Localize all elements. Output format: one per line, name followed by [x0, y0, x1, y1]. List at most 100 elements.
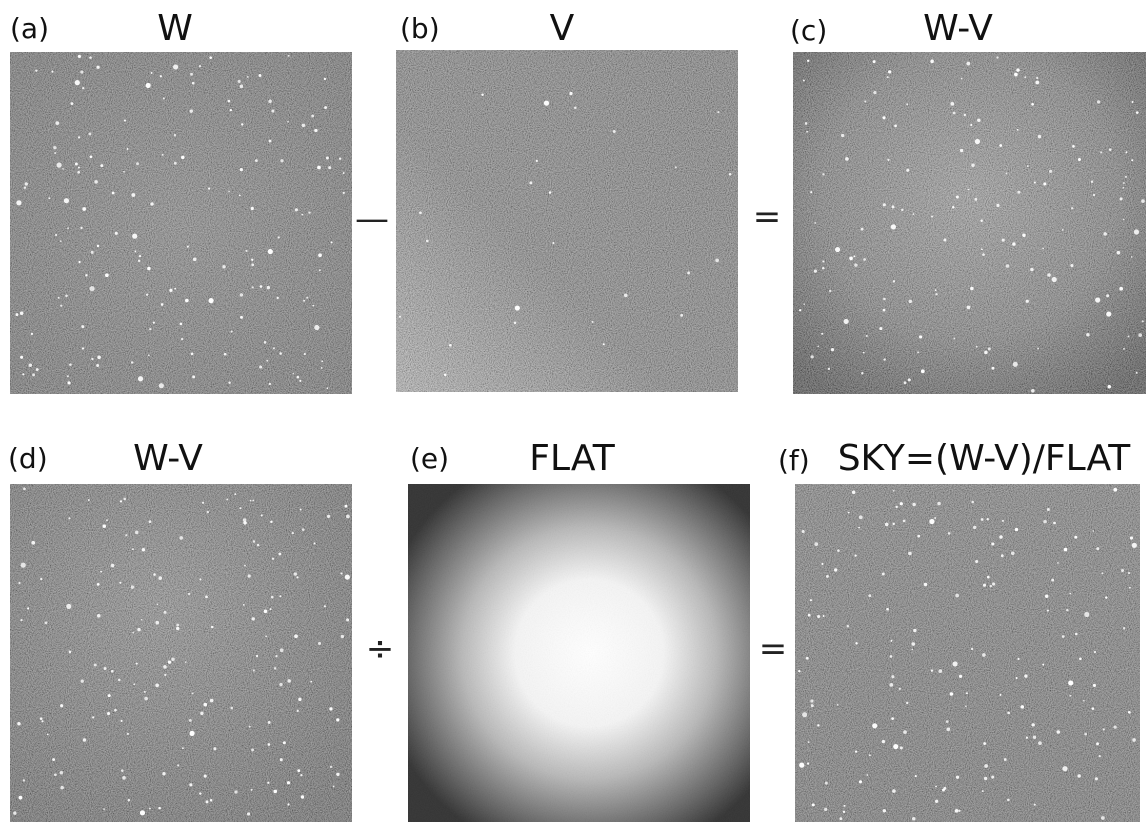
star — [1078, 158, 1081, 161]
star — [228, 382, 230, 384]
star — [324, 605, 326, 607]
star — [960, 149, 963, 152]
star — [180, 323, 183, 326]
star — [103, 524, 106, 527]
star — [35, 70, 37, 72]
star — [903, 520, 906, 523]
star — [317, 166, 321, 170]
star — [287, 679, 291, 683]
star — [806, 131, 808, 133]
star — [345, 574, 350, 579]
star — [912, 503, 915, 506]
star — [802, 712, 807, 717]
star — [132, 234, 137, 239]
star — [1068, 680, 1073, 685]
star — [1092, 530, 1094, 532]
star — [1092, 707, 1095, 710]
star — [141, 619, 143, 621]
star — [1038, 741, 1042, 745]
star — [266, 360, 268, 362]
star — [190, 73, 193, 76]
star — [252, 617, 255, 620]
star — [96, 66, 99, 69]
star — [142, 548, 145, 551]
star — [935, 289, 937, 291]
star — [330, 766, 332, 768]
star — [312, 305, 314, 307]
star — [78, 167, 80, 169]
star — [158, 807, 161, 810]
star — [982, 790, 984, 792]
star — [280, 648, 284, 652]
star — [935, 293, 937, 295]
star — [199, 578, 201, 580]
star — [803, 80, 805, 82]
star — [808, 741, 810, 743]
star — [92, 716, 94, 718]
star — [1026, 300, 1029, 303]
star — [1134, 229, 1139, 234]
star — [906, 169, 909, 172]
star — [956, 196, 959, 199]
star — [52, 758, 55, 761]
star — [1042, 664, 1044, 666]
star — [1002, 239, 1005, 242]
panel: (d)W-V — [8, 438, 352, 822]
star — [919, 335, 922, 338]
star — [991, 542, 994, 545]
star — [966, 62, 970, 66]
operator: ÷ — [366, 629, 395, 669]
star — [58, 297, 60, 299]
star — [981, 248, 983, 250]
star — [935, 786, 937, 788]
star — [204, 775, 207, 778]
star — [883, 203, 886, 206]
star — [965, 705, 967, 707]
star — [1100, 151, 1102, 153]
star — [228, 100, 231, 103]
star — [327, 387, 329, 389]
star — [1062, 766, 1067, 771]
star — [1094, 651, 1096, 653]
star — [150, 202, 153, 205]
star — [991, 776, 994, 779]
star — [544, 101, 549, 106]
star — [968, 189, 970, 191]
star — [981, 518, 984, 521]
star — [62, 168, 64, 170]
star — [908, 552, 912, 556]
star — [1123, 219, 1125, 221]
star — [1071, 207, 1073, 209]
star — [203, 703, 207, 707]
star — [181, 338, 183, 340]
star — [294, 572, 297, 575]
star — [179, 536, 183, 540]
star — [138, 376, 143, 381]
star — [1142, 320, 1144, 322]
star — [825, 782, 828, 785]
star — [155, 683, 159, 687]
star — [23, 488, 26, 491]
star — [1069, 593, 1071, 595]
star — [326, 157, 329, 160]
star — [192, 692, 194, 694]
operator: = — [753, 197, 782, 237]
star — [987, 518, 989, 520]
star — [60, 786, 64, 790]
star — [103, 808, 105, 810]
star — [327, 515, 330, 518]
star — [824, 808, 827, 811]
star — [863, 352, 865, 354]
star — [1141, 199, 1145, 203]
star — [1032, 723, 1035, 726]
star — [189, 719, 192, 722]
star — [1057, 562, 1059, 564]
star — [1119, 287, 1123, 291]
star — [261, 514, 263, 516]
figure: (a)W(b)V(c)W-V(d)W-V(e)FLAT(f)SKY=(W-V)/… — [0, 0, 1148, 822]
star — [331, 241, 333, 243]
star — [1052, 277, 1057, 282]
star — [1017, 658, 1019, 660]
star — [1007, 799, 1010, 802]
star — [1117, 251, 1121, 255]
